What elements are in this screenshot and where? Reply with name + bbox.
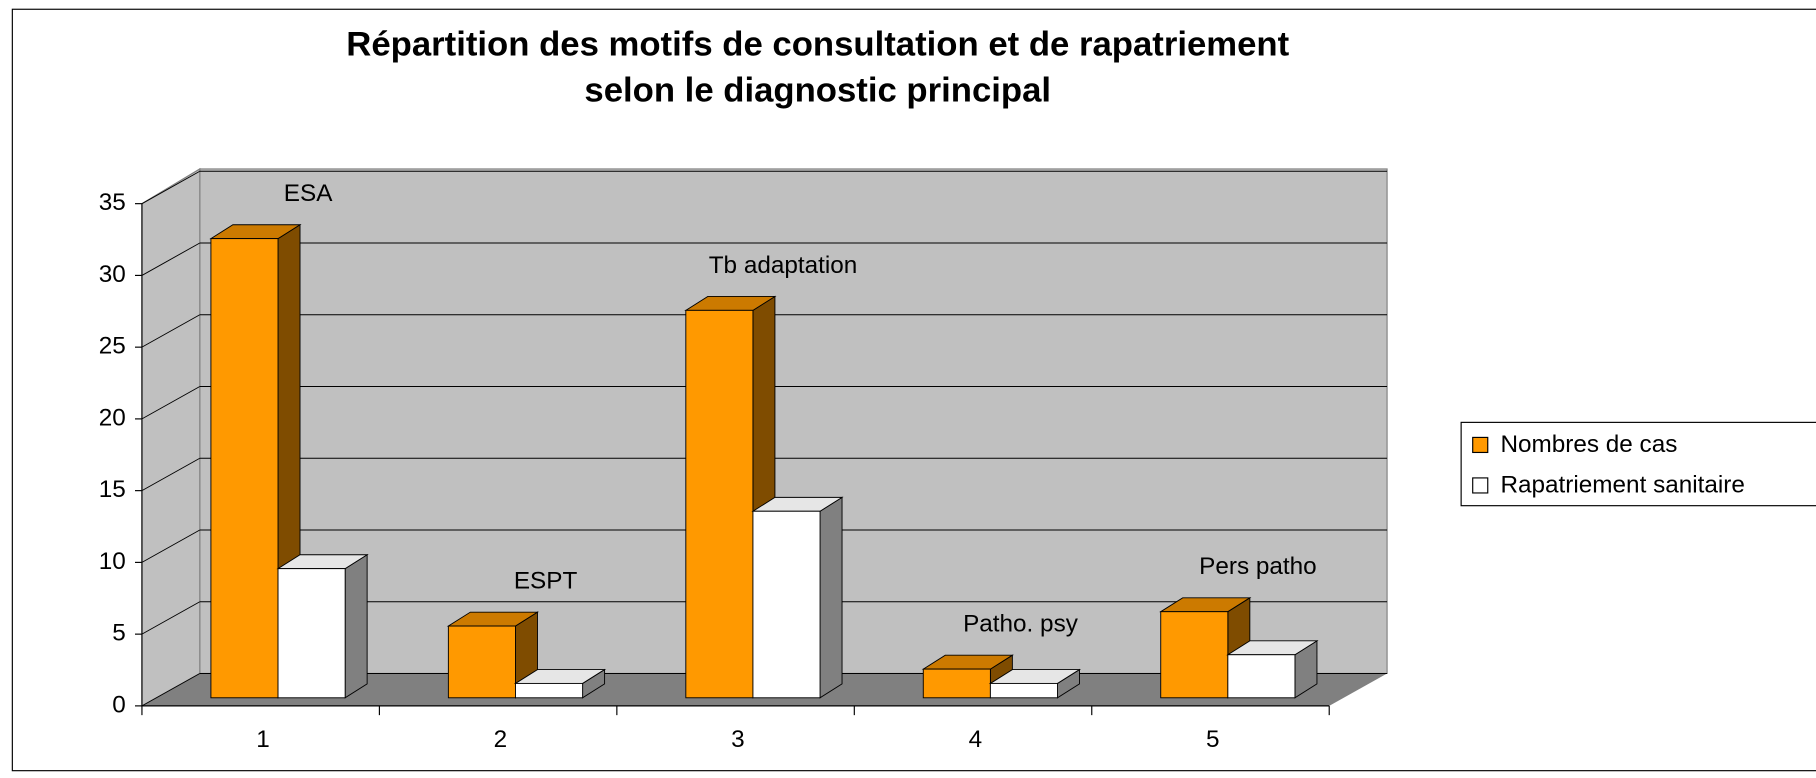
grid-line	[141, 242, 201, 276]
chart-title: selon le diagnostic principal	[584, 72, 1051, 110]
bar-side	[819, 496, 843, 699]
grid-line	[141, 457, 201, 492]
grid-line	[141, 673, 201, 707]
bar	[685, 309, 754, 699]
y-tick-label: 25	[99, 333, 126, 360]
y-tick-label: 20	[99, 404, 126, 431]
bar	[1160, 611, 1229, 699]
side-wall	[141, 167, 201, 707]
y-tick-label: 0	[112, 691, 126, 718]
bar	[922, 668, 991, 699]
annotation: ESA	[284, 180, 333, 207]
x-tick-label: 5	[1206, 726, 1220, 753]
y-tick-label: 35	[99, 189, 126, 216]
legend-label: Rapatriement sanitaire	[1500, 471, 1744, 498]
bar	[752, 510, 821, 699]
x-tick-label: 2	[494, 726, 508, 753]
bar	[277, 568, 346, 699]
y-tick-label: 5	[112, 620, 126, 647]
bar	[1227, 654, 1296, 699]
annotation: Tb adaptation	[709, 252, 858, 279]
bar	[447, 625, 516, 699]
legend-swatch	[1472, 436, 1489, 454]
bar	[210, 238, 279, 699]
legend	[1460, 421, 1816, 507]
bar-side	[344, 553, 368, 699]
grid-line	[141, 601, 201, 635]
grid-line	[141, 529, 201, 563]
annotation: Patho. psy	[963, 611, 1079, 638]
grid-line	[141, 170, 201, 205]
x-tick-label: 4	[969, 726, 983, 753]
legend-swatch	[1472, 477, 1489, 494]
y-tick-label: 10	[99, 548, 126, 575]
y-tick-label: 30	[99, 261, 126, 288]
x-tick-label: 3	[731, 726, 745, 753]
annotation: ESPT	[514, 567, 578, 594]
x-tick-label: 1	[256, 726, 270, 753]
chart-title: Répartition des motifs de consultation e…	[346, 25, 1289, 63]
legend-label: Nombres de cas	[1500, 431, 1677, 458]
bar	[515, 682, 584, 699]
y-tick-label: 15	[99, 476, 126, 503]
annotation: Pers patho	[1199, 553, 1317, 580]
grid-line	[141, 314, 201, 348]
bar	[989, 682, 1058, 699]
grid-line	[141, 386, 201, 420]
